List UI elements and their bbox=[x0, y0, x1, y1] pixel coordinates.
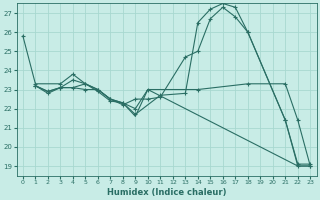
X-axis label: Humidex (Indice chaleur): Humidex (Indice chaleur) bbox=[107, 188, 226, 197]
